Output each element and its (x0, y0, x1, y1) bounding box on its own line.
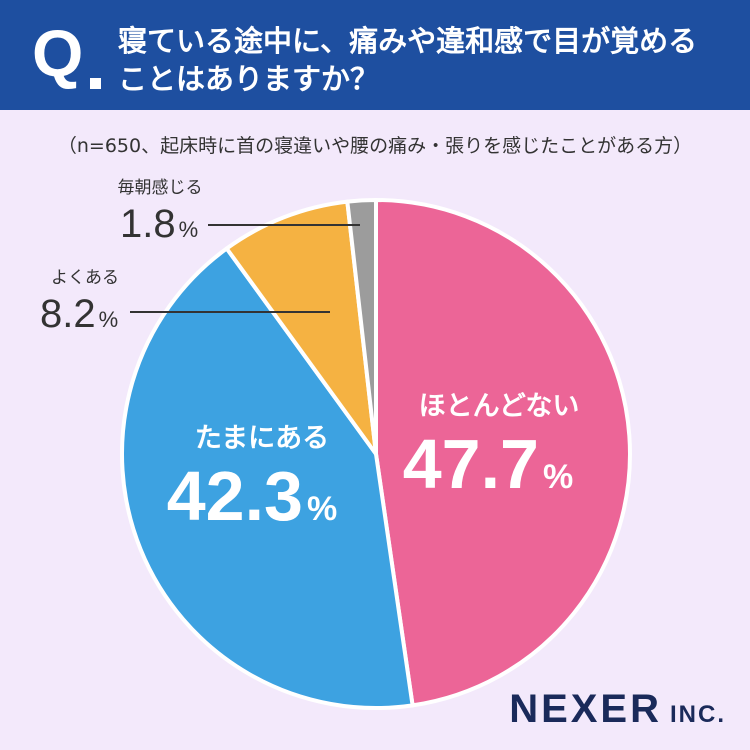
slice-value-unit-4: % (179, 217, 199, 242)
slice-value-unit-1: % (543, 458, 573, 496)
q-mark: Q (32, 16, 84, 90)
pie-slice-3 (224, 199, 378, 456)
slice-label-4: 毎朝感じる (118, 178, 203, 198)
question-line-2: ことはありますか？ (118, 62, 380, 96)
q-dot (90, 78, 101, 89)
slice-value-3: 8.2% (40, 292, 118, 336)
pie-slice-4 (345, 197, 378, 456)
slice-label-1: ほとんどない (419, 391, 580, 422)
slice-value-4: 1.8% (120, 202, 198, 246)
slice-value-number-1: 47.7 (403, 425, 539, 503)
slice-value-1: 47.7% (403, 425, 573, 503)
slice-value-number-4: 1.8 (120, 202, 176, 246)
sample-note: （n=650、起床時に首の寝違いや腰の痛み・張りを感じたことがある方） (57, 135, 693, 157)
slice-value-number-3: 8.2 (40, 292, 96, 336)
slice-value-2: 42.3% (167, 457, 337, 535)
slice-label-2: たまにある (195, 423, 329, 454)
slice-value-number-2: 42.3 (167, 457, 303, 535)
logo-sub-text: INC. (670, 701, 726, 728)
pie-slices (120, 197, 632, 710)
question-header: Q 寝ている途中に、痛みや違和感で目が覚める ことはありますか？ (0, 0, 750, 110)
pie-slice-1 (374, 198, 632, 708)
slice-label-3: よくある (51, 268, 119, 288)
logo-main-text: NEXER (509, 687, 662, 731)
question-text: 寝ている途中に、痛みや違和感で目が覚める ことはありますか？ (118, 22, 728, 98)
slice-value-unit-2: % (307, 490, 337, 528)
question-line-1: 寝ている途中に、痛みや違和感で目が覚める (118, 24, 698, 58)
nexer-logo: NEXER INC. (509, 687, 726, 732)
slice-value-unit-3: % (99, 307, 119, 332)
pie-slice-2 (120, 246, 415, 710)
